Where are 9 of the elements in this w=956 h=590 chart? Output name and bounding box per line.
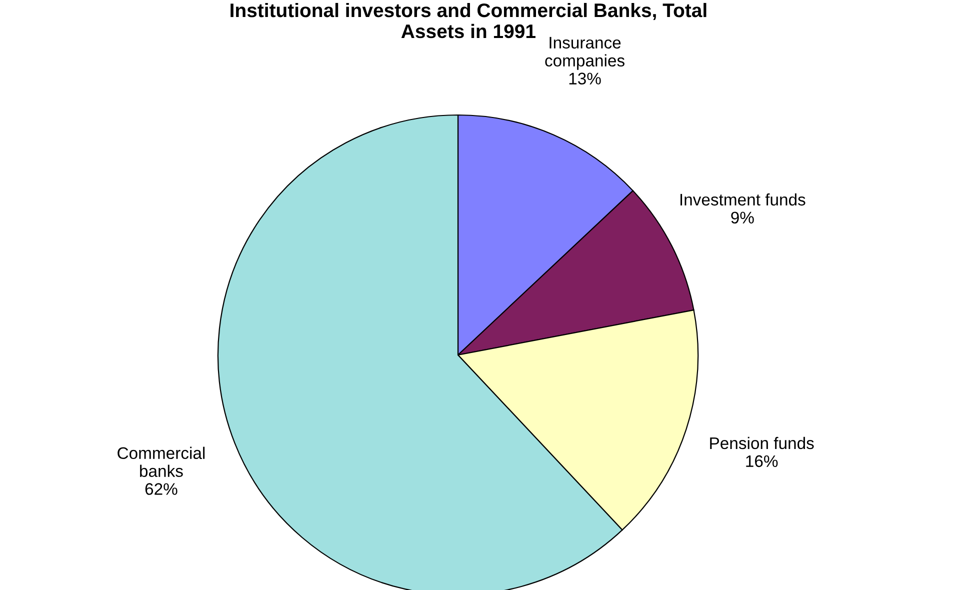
data-label: 13% xyxy=(569,72,601,84)
slice-label: Investment funds xyxy=(680,193,806,206)
data-label: 16% xyxy=(746,455,778,468)
slice-label: Insurance companies xyxy=(545,36,624,70)
slice-label: Pension funds xyxy=(710,436,814,450)
chart-title: Institutional investors and Commercial Banks, Total Assets in 1991 xyxy=(230,2,706,38)
data-label: 9% xyxy=(731,212,754,224)
slice-label: Commercial banks xyxy=(118,446,205,477)
data-label: 62% xyxy=(145,483,178,495)
